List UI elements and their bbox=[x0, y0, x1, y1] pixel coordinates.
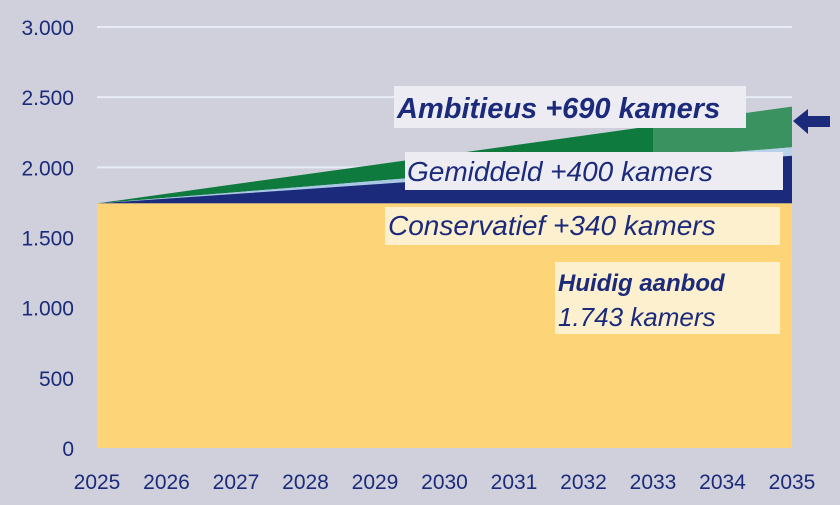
y-tick-label: 1.000 bbox=[21, 298, 74, 321]
label-conservatief: Conservatief +340 kamers bbox=[385, 207, 780, 245]
label-conservatief-text: Conservatief +340 kamers bbox=[388, 210, 716, 241]
y-axis: 0 500 1.000 1.500 2.000 2.500 3.000 bbox=[21, 17, 74, 461]
x-tick-label: 2035 bbox=[769, 471, 816, 494]
x-tick-label: 2026 bbox=[143, 471, 190, 494]
label-huidig-bg bbox=[555, 262, 780, 334]
x-tick-label: 2027 bbox=[213, 471, 260, 494]
label-gemiddeld-text: Gemiddeld +400 kamers bbox=[407, 156, 713, 187]
label-ambitieus-text: Ambitieus +690 kamers bbox=[396, 93, 720, 125]
x-tick-label: 2030 bbox=[421, 471, 468, 494]
y-tick-label: 0 bbox=[62, 438, 74, 461]
x-tick-label: 2025 bbox=[74, 471, 121, 494]
x-tick-label: 2032 bbox=[560, 471, 607, 494]
y-tick-label: 2.000 bbox=[21, 157, 74, 180]
label-huidig-title: Huidig aanbod bbox=[558, 270, 726, 297]
x-tick-label: 2034 bbox=[699, 471, 746, 494]
label-huidig: Huidig aanbod 1.743 kamers bbox=[555, 262, 780, 334]
label-gemiddeld: Gemiddeld +400 kamers bbox=[405, 152, 783, 190]
y-tick-label: 3.000 bbox=[21, 17, 74, 40]
arrow-left-icon bbox=[793, 109, 830, 134]
y-tick-label: 2.500 bbox=[21, 87, 74, 110]
x-tick-label: 2028 bbox=[282, 471, 329, 494]
x-tick-label: 2033 bbox=[630, 471, 677, 494]
label-ambitieus-bg bbox=[394, 86, 746, 128]
label-ambitieus: Ambitieus +690 kamers bbox=[394, 86, 746, 128]
label-gemiddeld-bg bbox=[405, 152, 783, 190]
x-tick-label: 2029 bbox=[352, 471, 399, 494]
label-conservatief-bg bbox=[385, 207, 780, 245]
x-axis: 2025 2026 2027 2028 2029 2030 2031 2032 2033 2034… bbox=[74, 471, 816, 494]
x-tick-label: 2031 bbox=[491, 471, 538, 494]
y-tick-label: 1.500 bbox=[21, 228, 74, 251]
label-huidig-value: 1.743 kamers bbox=[558, 302, 716, 332]
y-tick-label: 500 bbox=[39, 368, 74, 391]
